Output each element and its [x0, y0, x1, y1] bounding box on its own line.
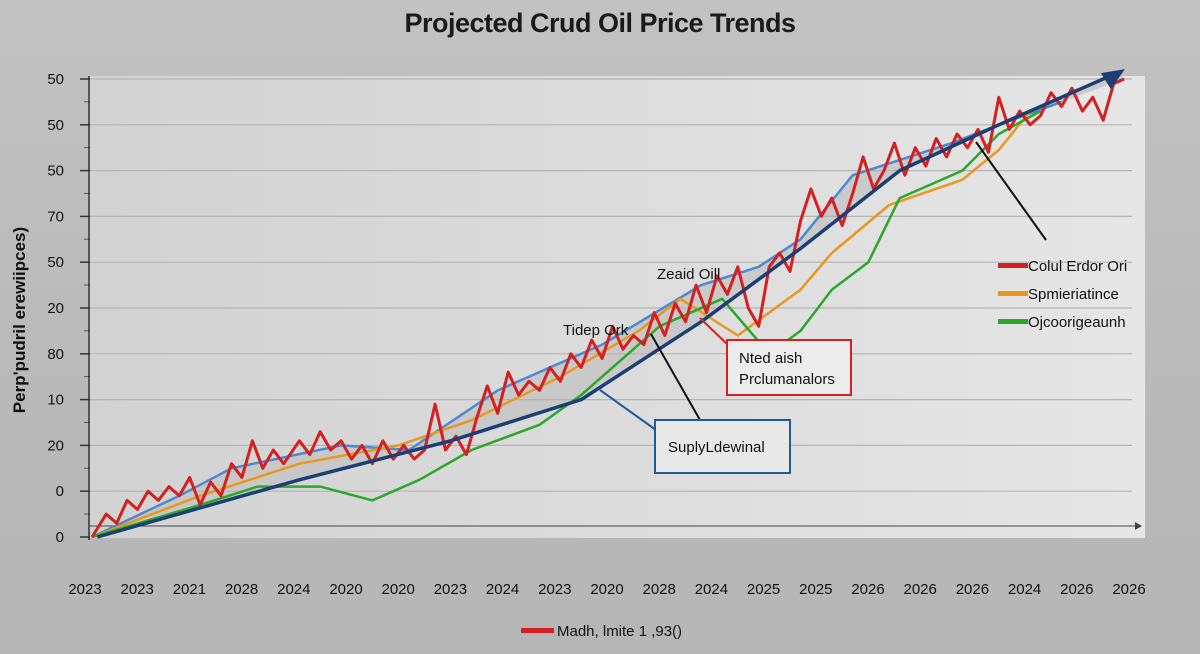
- y-tick-label: 20: [47, 437, 64, 454]
- x-axis-arrow-icon: [1135, 522, 1142, 530]
- x-tick-label: 2026: [1060, 581, 1093, 598]
- x-tick-label: 2026: [1112, 581, 1145, 598]
- y-tick-label: 50: [47, 163, 64, 180]
- x-tick-label: 2021: [173, 581, 206, 598]
- y-tick-label: 50: [47, 71, 64, 88]
- x-tick-label: 2020: [382, 581, 415, 598]
- legend-swatch: [998, 319, 1028, 324]
- series-line-4: [96, 70, 1120, 539]
- y-tick-label: 20: [47, 300, 64, 317]
- series-line-3: [91, 100, 1062, 539]
- bottom-legend-label: Madh, lmite 1 ,93(): [557, 623, 682, 640]
- y-tick-label: 50: [47, 254, 64, 271]
- annotation-connector: [699, 317, 729, 346]
- legend-label: Spmieriatince: [1028, 286, 1119, 303]
- x-tick-label: 2026: [956, 581, 989, 598]
- annotation-arrow: [975, 141, 1047, 241]
- annotation-arrow: [650, 333, 701, 421]
- x-tick-label: 2024: [695, 581, 728, 598]
- legend-label: Colul Erdor Ori: [1028, 258, 1127, 275]
- y-tick-label: 80: [47, 346, 64, 363]
- y-tick-label: 10: [47, 392, 64, 409]
- x-tick-label: 2020: [590, 581, 623, 598]
- shaded-region: [92, 72, 1125, 537]
- annotation-box-red: [726, 339, 852, 396]
- x-tick-label: 2023: [121, 581, 154, 598]
- x-tick-label: 2024: [1008, 581, 1041, 598]
- x-tick-label: 2023: [68, 581, 101, 598]
- x-tick-label: 2025: [747, 581, 780, 598]
- annotation-tidep-ork: Tidep Ork: [563, 322, 629, 339]
- x-tick-label: 2028: [225, 581, 258, 598]
- annotation-box-blue: [654, 419, 791, 474]
- trend-arrow-icon: [1100, 69, 1125, 90]
- y-tick-label: 70: [47, 208, 64, 225]
- y-tick-label: 0: [56, 529, 64, 546]
- legend-swatch: [998, 291, 1028, 296]
- x-tick-label: 2025: [799, 581, 832, 598]
- x-tick-label: 2026: [904, 581, 937, 598]
- chart-title: Projected Crud Oil Price Trends: [404, 8, 796, 38]
- x-tick-label: 2023: [538, 581, 571, 598]
- y-tick-label: 50: [47, 117, 64, 134]
- annotation-text: Nted aish: [739, 350, 802, 367]
- annotation-text: SuplyLdewinal: [668, 439, 765, 456]
- legend-label: Ojcoorigeaunh: [1028, 314, 1126, 331]
- series-line-0: [90, 77, 1125, 538]
- series-line-1: [91, 110, 1032, 539]
- bottom-legend-swatch: [521, 628, 554, 633]
- x-tick-label: 2024: [277, 581, 310, 598]
- legend-swatch: [998, 263, 1028, 268]
- y-tick-label: 0: [56, 483, 64, 500]
- x-tick-label: 2028: [643, 581, 676, 598]
- x-tick-label: 2026: [851, 581, 884, 598]
- x-tick-label: 2020: [329, 581, 362, 598]
- x-tick-label: 2023: [434, 581, 467, 598]
- annotation-zeaid-oill: Zeaid Oill: [657, 266, 720, 283]
- x-tick-label: 2024: [486, 581, 519, 598]
- annotation-connector: [599, 389, 657, 431]
- annotation-text: Prclumanalors: [739, 371, 835, 388]
